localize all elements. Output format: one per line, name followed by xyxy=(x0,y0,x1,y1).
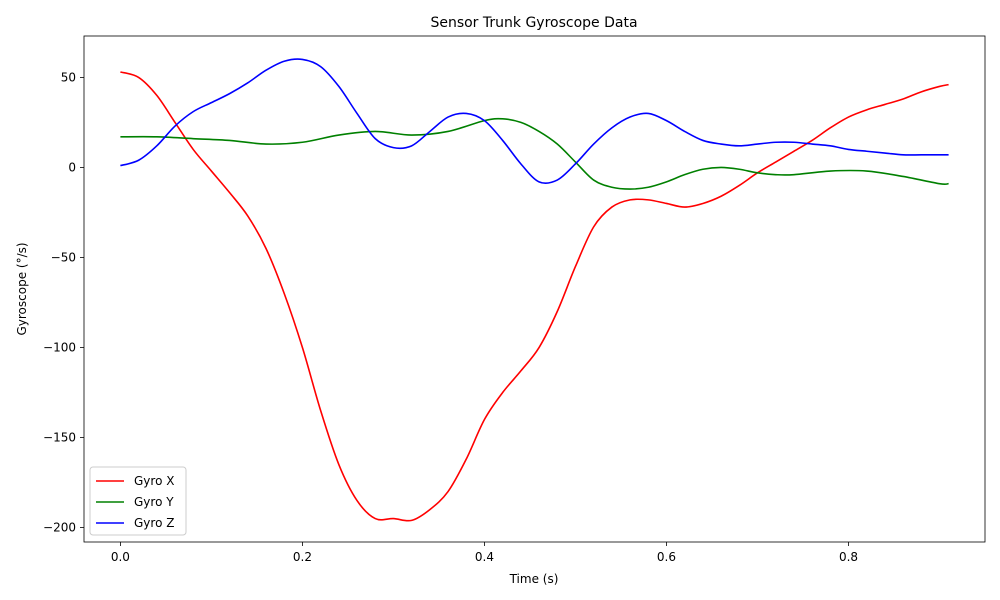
legend: Gyro X Gyro Y Gyro Z xyxy=(89,466,187,536)
y-axis-ticks: 50 0 −50 −100 −150 −200 xyxy=(43,70,84,535)
y-tick-label: −200 xyxy=(43,521,76,535)
legend-label-gyro-z: Gyro Z xyxy=(134,516,174,530)
x-tick-label: 0.8 xyxy=(839,550,858,564)
x-axis-ticks: 0.0 0.2 0.4 0.6 0.8 xyxy=(111,542,858,564)
series-line-gyro-x xyxy=(120,71,949,522)
y-axis-label: Gyroscope (°/s) xyxy=(15,242,29,335)
y-tick-label: 0 xyxy=(68,160,76,174)
y-tick-label: −100 xyxy=(43,341,76,355)
y-tick-label: −150 xyxy=(43,431,76,445)
chart-title: Sensor Trunk Gyroscope Data xyxy=(430,15,637,31)
x-tick-label: 0.0 xyxy=(111,550,130,564)
legend-label-gyro-y: Gyro Y xyxy=(134,495,174,509)
x-axis-label: Time (s) xyxy=(509,572,559,586)
x-tick-label: 0.6 xyxy=(657,550,676,564)
legend-box xyxy=(89,466,187,536)
legend-label-gyro-x: Gyro X xyxy=(134,474,174,488)
x-tick-label: 0.4 xyxy=(475,550,494,564)
x-tick-label: 0.2 xyxy=(293,550,312,564)
series-layer xyxy=(120,58,949,522)
series-line-gyro-y xyxy=(120,117,949,190)
y-tick-label: −50 xyxy=(51,250,76,264)
y-tick-label: 50 xyxy=(61,70,76,84)
axes-frame xyxy=(83,35,986,543)
series-line-gyro-z xyxy=(120,58,949,185)
